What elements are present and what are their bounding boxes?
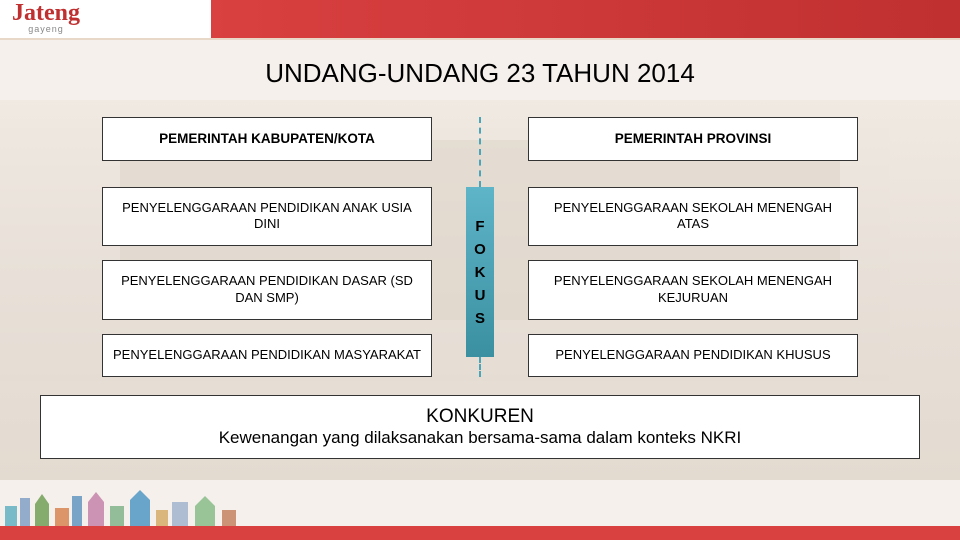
right-item-box: PENYELENGGARAAN SEKOLAH MENENGAH KEJURUA…: [528, 260, 858, 320]
top-bar: Jateng gayeng: [0, 0, 960, 40]
fokus-letter: F: [475, 218, 484, 235]
konkuren-subtitle: Kewenangan yang dilaksanakan bersama-sam…: [55, 428, 905, 448]
logo: Jateng gayeng: [12, 4, 80, 33]
left-header-box: PEMERINTAH KABUPATEN/KOTA: [102, 117, 432, 161]
skyline-icon: [0, 486, 260, 526]
dashed-connector-top: [479, 117, 481, 187]
right-header-box: PEMERINTAH PROVINSI: [528, 117, 858, 161]
logo-main-text: Jateng: [12, 4, 80, 23]
konkuren-box: KONKUREN Kewenangan yang dilaksanakan be…: [40, 395, 920, 459]
fokus-letter: O: [474, 241, 486, 258]
logo-sub-text: gayeng: [28, 24, 64, 34]
left-column: PEMERINTAH KABUPATEN/KOTA PENYELENGGARAA…: [102, 117, 432, 377]
footer-red-bar: [0, 526, 960, 540]
center-fokus-strip: F O K U S: [462, 117, 498, 377]
left-item-box: PENYELENGGARAAN PENDIDIKAN ANAK USIA DIN…: [102, 187, 432, 247]
left-item-box: PENYELENGGARAAN PENDIDIKAN DASAR (SD DAN…: [102, 260, 432, 320]
right-item-box: PENYELENGGARAAN SEKOLAH MENENGAH ATAS: [528, 187, 858, 247]
right-column: PEMERINTAH PROVINSI PENYELENGGARAAN SEKO…: [528, 117, 858, 377]
fokus-letter: S: [475, 310, 485, 327]
diagram: PEMERINTAH KABUPATEN/KOTA PENYELENGGARAA…: [40, 117, 920, 377]
left-item-box: PENYELENGGARAAN PENDIDIKAN MASYARAKAT: [102, 334, 432, 377]
fokus-letter: K: [475, 264, 486, 281]
fokus-bar: F O K U S: [466, 187, 494, 357]
page-title: UNDANG-UNDANG 23 TAHUN 2014: [40, 58, 920, 89]
konkuren-title: KONKUREN: [55, 406, 905, 428]
content-area: UNDANG-UNDANG 23 TAHUN 2014 PEMERINTAH K…: [0, 40, 960, 377]
fokus-letter: U: [475, 287, 486, 304]
right-item-box: PENYELENGGARAAN PENDIDIKAN KHUSUS: [528, 334, 858, 377]
dashed-connector-bottom: [479, 357, 481, 377]
